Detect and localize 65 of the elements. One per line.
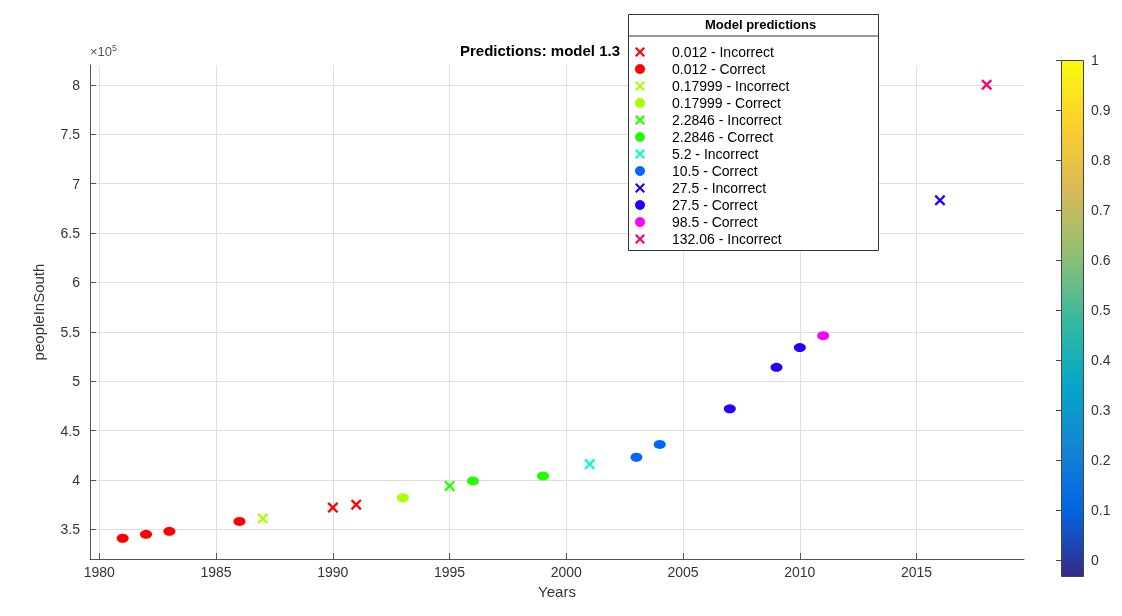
color-bar-label: 0.1 — [1091, 502, 1111, 518]
point — [466, 476, 479, 486]
y-tick-label: 8 — [72, 76, 81, 93]
y-tick-label: 7 — [72, 175, 81, 192]
point — [723, 404, 736, 414]
point — [163, 526, 176, 536]
legend-label: 2.2846 - Incorrect — [672, 112, 782, 128]
legend-label: 27.5 - Incorrect — [672, 180, 767, 196]
point — [630, 452, 643, 462]
point — [350, 499, 362, 511]
y-axis-title: peopleInSouth — [30, 263, 47, 361]
legend-label: 132.06 - Incorrect — [672, 231, 782, 247]
color-bar-label: 0.6 — [1091, 252, 1111, 268]
point — [817, 331, 830, 341]
point — [140, 529, 153, 539]
color-bar-label: 0.5 — [1091, 302, 1111, 318]
legend-label: 0.17999 - Correct — [672, 95, 782, 111]
point — [653, 439, 666, 449]
legend-label: 27.5 - Correct — [672, 197, 758, 213]
point — [537, 471, 549, 481]
legend-label: 0.012 - Correct — [672, 61, 766, 77]
x-tick-label: 1995 — [434, 564, 466, 580]
legend-title: Model predictions — [705, 17, 817, 32]
point — [327, 502, 339, 514]
legend-label: 0.012 - Incorrect — [672, 44, 775, 60]
y-tick-label: 7.5 — [60, 126, 81, 143]
x-tick-label: 2010 — [784, 564, 816, 580]
point — [981, 79, 993, 91]
x-tick-label: 2000 — [550, 564, 583, 580]
chart-title: Predictions: model 1.3 — [459, 42, 621, 59]
y-tick-label: 6 — [72, 274, 81, 291]
color-bar-label: 0.8 — [1091, 152, 1111, 168]
point — [396, 493, 409, 503]
y-tick-label: 6.5 — [60, 224, 81, 241]
point — [233, 516, 246, 526]
y-tick-label: 4 — [72, 471, 81, 488]
x-tick-label: 2015 — [901, 564, 933, 580]
color-bar-label: 0.9 — [1091, 102, 1111, 118]
x-tick-label: 2005 — [667, 564, 699, 580]
color-bar-label: 0.4 — [1091, 352, 1111, 368]
color-bar-label: 0.3 — [1091, 402, 1111, 418]
x-tick-label: 1985 — [200, 564, 232, 580]
y-tick-label: 5 — [72, 373, 81, 390]
point — [584, 458, 596, 470]
legend-label: 10.5 - Correct — [672, 163, 758, 179]
point — [116, 533, 129, 543]
color-bar-label: 1 — [1091, 52, 1099, 68]
y-tick-label: 5.5 — [60, 323, 81, 340]
legend-label: 98.5 - Correct — [672, 214, 758, 230]
legend-label: 2.2846 - Correct — [672, 129, 774, 145]
x-tick-label: 1980 — [83, 564, 116, 580]
color-bar-label: 0 — [1091, 552, 1099, 568]
x-tick-label: 1990 — [317, 564, 349, 580]
y-tick-label: 3.5 — [60, 521, 81, 538]
legend-label: 0.17999 - Incorrect — [672, 78, 790, 94]
y-tick-label: 4.5 — [60, 422, 81, 439]
point — [770, 362, 783, 372]
point — [934, 194, 946, 206]
color-bar-label: 0.2 — [1091, 452, 1111, 468]
point — [793, 343, 806, 353]
x-axis-title: Years — [538, 582, 576, 600]
color-bar-label: 0.7 — [1091, 202, 1111, 218]
point — [444, 480, 456, 492]
legend-label: 5.2 - Incorrect — [672, 146, 759, 162]
point — [257, 512, 269, 524]
